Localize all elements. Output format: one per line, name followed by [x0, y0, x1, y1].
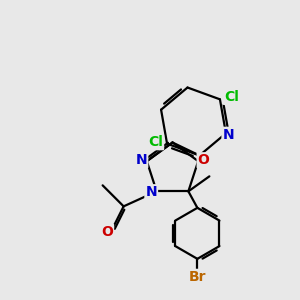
Text: O: O	[101, 225, 113, 239]
Text: Br: Br	[189, 270, 206, 284]
Text: N: N	[223, 128, 234, 142]
Text: Cl: Cl	[224, 90, 239, 104]
Text: N: N	[136, 153, 147, 167]
Text: Cl: Cl	[148, 135, 163, 149]
Text: O: O	[198, 153, 209, 167]
Text: N: N	[146, 185, 157, 199]
